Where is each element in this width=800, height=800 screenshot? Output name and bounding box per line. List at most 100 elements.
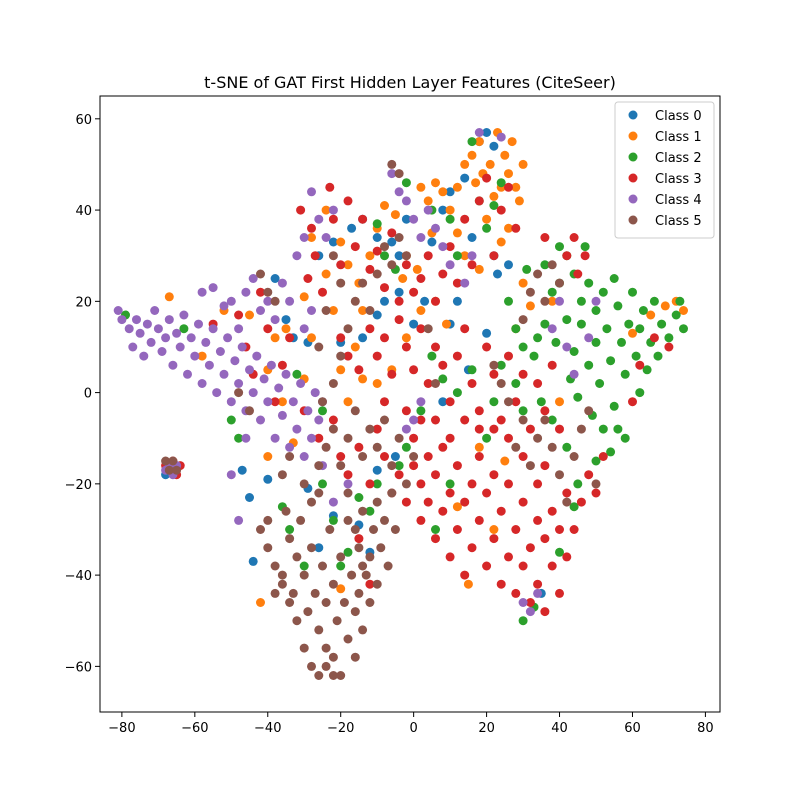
y-tick-label: 60 [75,113,92,128]
data-point [277,360,287,370]
data-point [142,319,152,329]
data-point [409,287,419,297]
data-point [376,543,386,553]
data-point [460,497,470,507]
data-point [547,442,557,452]
data-point [343,479,353,489]
data-point [624,319,634,329]
data-point [281,324,291,334]
data-point [474,406,484,416]
data-point [285,452,295,461]
data-point [336,671,346,680]
data-point [307,223,316,233]
data-point [591,306,601,315]
data-point [555,242,564,252]
data-point [372,424,382,434]
data-point [266,360,276,370]
data-point [474,452,484,461]
data-point [504,260,513,270]
data-point [343,488,353,498]
data-point [365,579,375,589]
data-point [226,470,236,480]
data-point [350,296,360,306]
data-point [314,488,324,498]
data-point [631,351,641,361]
data-point [336,552,346,562]
data-point [234,324,244,334]
legend-marker [628,110,638,120]
data-point [482,433,492,443]
data-point [237,342,247,352]
data-point [562,315,572,325]
plot-area-frame [99,95,721,713]
data-point [372,579,382,589]
data-point [263,515,273,525]
data-point [489,534,499,544]
data-point [569,452,579,461]
data-point [285,525,295,534]
data-point [547,296,557,306]
data-point [533,379,543,388]
data-point [343,397,353,407]
data-point [358,374,368,384]
data-point [336,237,346,247]
data-point [467,251,477,261]
data-point [256,269,265,279]
data-point [277,470,287,480]
data-point [493,269,502,279]
data-point [387,369,397,379]
data-point [179,324,189,334]
data-point [467,479,477,489]
data-point [474,515,484,525]
data-point [256,287,265,297]
data-point [314,433,324,443]
data-point [168,456,178,466]
data-point [336,278,346,288]
data-point [416,182,426,192]
data-point [555,588,564,598]
data-point [321,306,331,315]
data-point [511,397,521,407]
data-point [314,342,324,352]
data-point [380,452,389,461]
data-point [562,497,572,507]
data-point [463,579,473,589]
data-point [358,333,368,343]
data-point [412,264,422,274]
data-point [310,588,320,598]
data-point [354,365,364,375]
data-point [460,159,470,169]
data-point [226,415,236,425]
data-point [394,251,404,261]
data-point [547,360,557,370]
data-point [372,379,382,388]
data-point [336,333,346,343]
legend-label: Class 0 [655,109,702,124]
data-point [281,369,291,379]
data-point [241,433,251,443]
data-point [609,274,619,283]
data-point [314,214,324,224]
data-point [482,128,492,137]
data-point [172,328,182,338]
x-tick-label: −80 [108,721,135,736]
data-point [675,296,685,306]
data-point [591,479,601,489]
data-point [307,187,316,197]
data-point [314,625,324,635]
legend-box [614,101,715,239]
data-point [427,351,437,361]
data-point [328,497,338,507]
data-point [547,506,557,516]
data-point [518,159,528,169]
data-point [635,388,645,398]
data-point [372,497,382,507]
data-point [485,159,495,169]
data-point [307,543,316,553]
data-point [146,337,156,347]
data-point [277,570,287,580]
data-point [161,456,171,466]
data-point [489,201,499,210]
data-point [124,324,134,334]
x-tick-label: 20 [478,721,495,736]
